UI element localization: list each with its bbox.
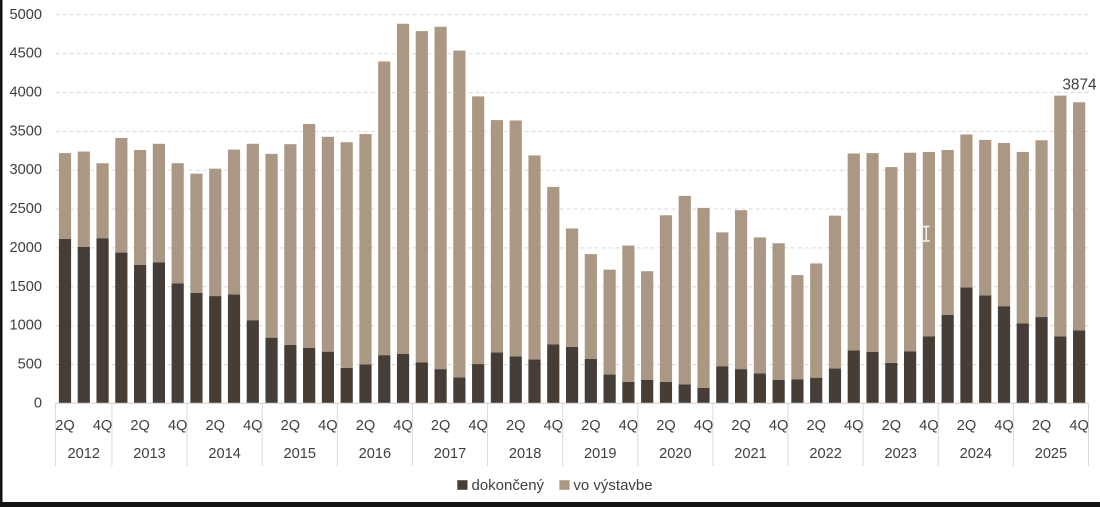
svg-text:vo výstavbe: vo výstavbe [573,477,652,494]
svg-text:4Q: 4Q [844,418,863,434]
svg-text:4Q: 4Q [168,418,187,434]
svg-text:2025: 2025 [1035,446,1067,462]
svg-text:2Q: 2Q [356,418,375,434]
svg-text:2020: 2020 [659,446,691,462]
svg-text:2Q: 2Q [206,418,225,434]
svg-text:2Q: 2Q [431,418,450,434]
svg-text:dokončený: dokončený [472,477,545,494]
svg-text:2021: 2021 [734,446,766,462]
svg-text:3874: 3874 [1062,76,1097,93]
svg-text:2Q: 2Q [957,418,976,434]
svg-text:2Q: 2Q [731,418,750,434]
svg-text:2015: 2015 [284,446,316,462]
svg-text:2000: 2000 [10,240,42,256]
svg-text:2500: 2500 [10,201,42,217]
svg-text:2Q: 2Q [1032,418,1051,434]
svg-text:4500: 4500 [10,46,42,62]
svg-text:2Q: 2Q [55,418,74,434]
svg-text:3500: 3500 [10,123,42,139]
svg-text:2023: 2023 [884,446,916,462]
svg-text:2018: 2018 [509,446,541,462]
svg-text:4Q: 4Q [994,418,1013,434]
svg-text:2Q: 2Q [806,418,825,434]
svg-text:0: 0 [34,395,42,411]
svg-text:500: 500 [18,356,42,372]
svg-text:2024: 2024 [960,446,992,462]
svg-text:2014: 2014 [208,446,240,462]
svg-text:2016: 2016 [359,446,391,462]
svg-text:4Q: 4Q [619,418,638,434]
svg-text:4Q: 4Q [318,418,337,434]
svg-text:4Q: 4Q [93,418,112,434]
svg-text:4Q: 4Q [694,418,713,434]
svg-text:2017: 2017 [434,446,466,462]
svg-text:2019: 2019 [584,446,616,462]
svg-text:2Q: 2Q [281,418,300,434]
svg-text:2Q: 2Q [506,418,525,434]
svg-text:2Q: 2Q [882,418,901,434]
svg-text:2Q: 2Q [581,418,600,434]
svg-text:4Q: 4Q [1069,418,1088,434]
svg-text:2013: 2013 [133,446,165,462]
svg-text:4Q: 4Q [393,418,412,434]
svg-text:4Q: 4Q [769,418,788,434]
svg-text:1500: 1500 [10,279,42,295]
svg-text:2022: 2022 [809,446,841,462]
svg-text:4Q: 4Q [544,418,563,434]
svg-text:4Q: 4Q [243,418,262,434]
svg-text:2Q: 2Q [656,418,675,434]
svg-text:4Q: 4Q [919,418,938,434]
svg-text:4Q: 4Q [468,418,487,434]
svg-text:2Q: 2Q [130,418,149,434]
svg-text:2012: 2012 [68,446,100,462]
svg-text:3000: 3000 [10,162,42,178]
svg-text:1000: 1000 [10,318,42,334]
svg-text:4000: 4000 [10,85,42,101]
svg-text:5000: 5000 [10,7,42,23]
